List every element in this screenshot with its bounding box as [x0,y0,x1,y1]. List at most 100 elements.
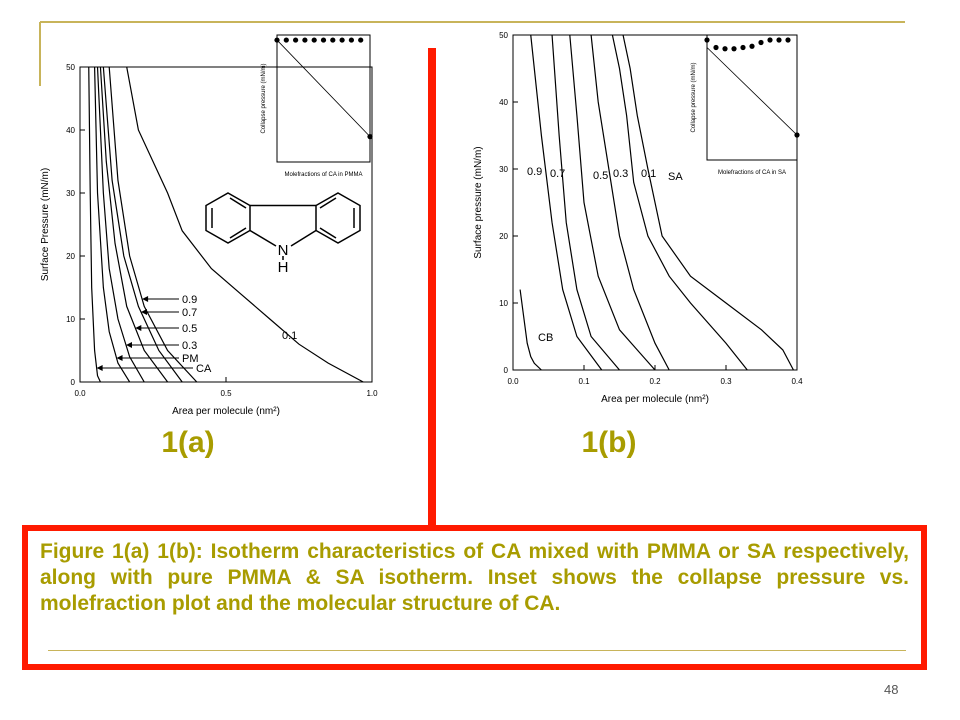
x-axis-label: Area per molecule (nm²) [601,394,709,405]
point [704,37,710,43]
point [722,46,728,52]
curve [622,34,794,371]
curve-label: CB [538,332,553,344]
curve [99,66,169,383]
curve-label: 0.5 [593,170,608,182]
curve-label: 0.3 [613,168,628,180]
figure-label: 1(a) [161,426,214,459]
curve [611,34,748,371]
curve-label: CA [196,363,212,375]
curve-label: 0.7 [550,168,565,180]
plot-frame [79,66,373,383]
curve-label: PM [182,353,199,365]
curve-label: 0.3 [182,340,197,352]
curve [590,34,670,371]
page-number: 48 [884,682,899,697]
atom-label: N [278,242,289,259]
point [713,44,719,51]
atom-label: H [278,259,289,276]
x-axis-label: Area per molecule (nm²) [172,406,280,417]
point [283,37,289,43]
x-tick-label: 0.0 [74,389,86,398]
divider [428,48,436,528]
x-axis-label: Molefractions of CA in SA [718,170,786,176]
arrow-head [125,342,132,348]
plot-frame [276,34,371,163]
arrow-head [135,325,142,331]
curve [530,34,603,371]
x-tick-label: 0.2 [649,377,661,386]
y-tick-label: 10 [66,315,75,324]
y-tick-label: 20 [499,232,508,241]
point [302,37,308,43]
curve [519,289,542,371]
curve-label: 0.5 [182,323,197,335]
x-tick-label: 0.3 [720,377,732,386]
y-tick-label: 50 [499,31,508,40]
trend-line [706,47,798,136]
curve-label: 0.9 [182,294,197,306]
point [311,37,317,43]
caption-box: Figure 1(a) 1(b): Isotherm characteristi… [22,525,927,670]
y-tick-label: 50 [66,63,75,72]
point [274,37,280,43]
y-axis-label: Surface pressure (mN/m) [473,146,484,258]
point [293,37,299,43]
point [767,37,773,43]
y-tick-label: 40 [499,98,508,107]
y-tick-label: 30 [66,189,75,198]
y-tick-label: 40 [66,126,75,135]
trend-line [276,39,371,137]
point [785,37,791,43]
y-axis-label: Collapse pressure (mN/m) [261,63,267,133]
x-tick-label: 1.0 [366,389,378,398]
y-axis-label: Collapse pressure (mN/m) [691,62,697,132]
curve [108,66,198,383]
x-tick-label: 0.1 [578,377,590,386]
curve-label: 0.9 [527,166,542,178]
x-tick-label: 0.0 [507,377,519,386]
curve-label: SA [668,171,683,183]
curve-label: 0.1 [282,330,297,342]
curve [551,34,620,371]
decor-line [48,650,906,651]
y-tick-label: 10 [499,299,508,308]
point [749,43,755,49]
x-axis-label: Molefractions of CA in PMMA [284,172,362,178]
point [367,134,373,140]
x-tick-label: 0.5 [220,389,232,398]
curve [94,66,131,383]
arrow-head [142,296,149,302]
point [794,132,800,138]
arrow-head [140,309,147,315]
point [330,37,336,43]
point [740,44,746,51]
curve-label: 0.7 [182,307,197,319]
arrow-head [96,365,103,371]
y-tick-label: 30 [499,165,508,174]
y-axis-label: Surface Pressure (mN/m) [40,168,51,281]
y-tick-label: 0 [71,378,76,387]
caption: Figure 1(a) 1(b): Isotherm characteristi… [40,540,909,615]
point [348,37,354,43]
curve [96,66,145,383]
point [320,37,327,43]
point [731,46,737,52]
y-tick-label: 20 [66,252,75,261]
arrow-head [116,355,123,361]
figure-label: 1(b) [582,426,637,459]
point [776,37,782,43]
curve [569,34,656,371]
y-tick-label: 0 [504,366,509,375]
plot-frame [706,34,798,161]
curve [126,66,364,383]
x-tick-label: 0.4 [791,377,803,386]
curve [88,66,101,383]
molecule [205,192,361,260]
point [758,39,764,46]
point [358,37,364,43]
point [339,37,345,43]
curve [102,66,183,383]
